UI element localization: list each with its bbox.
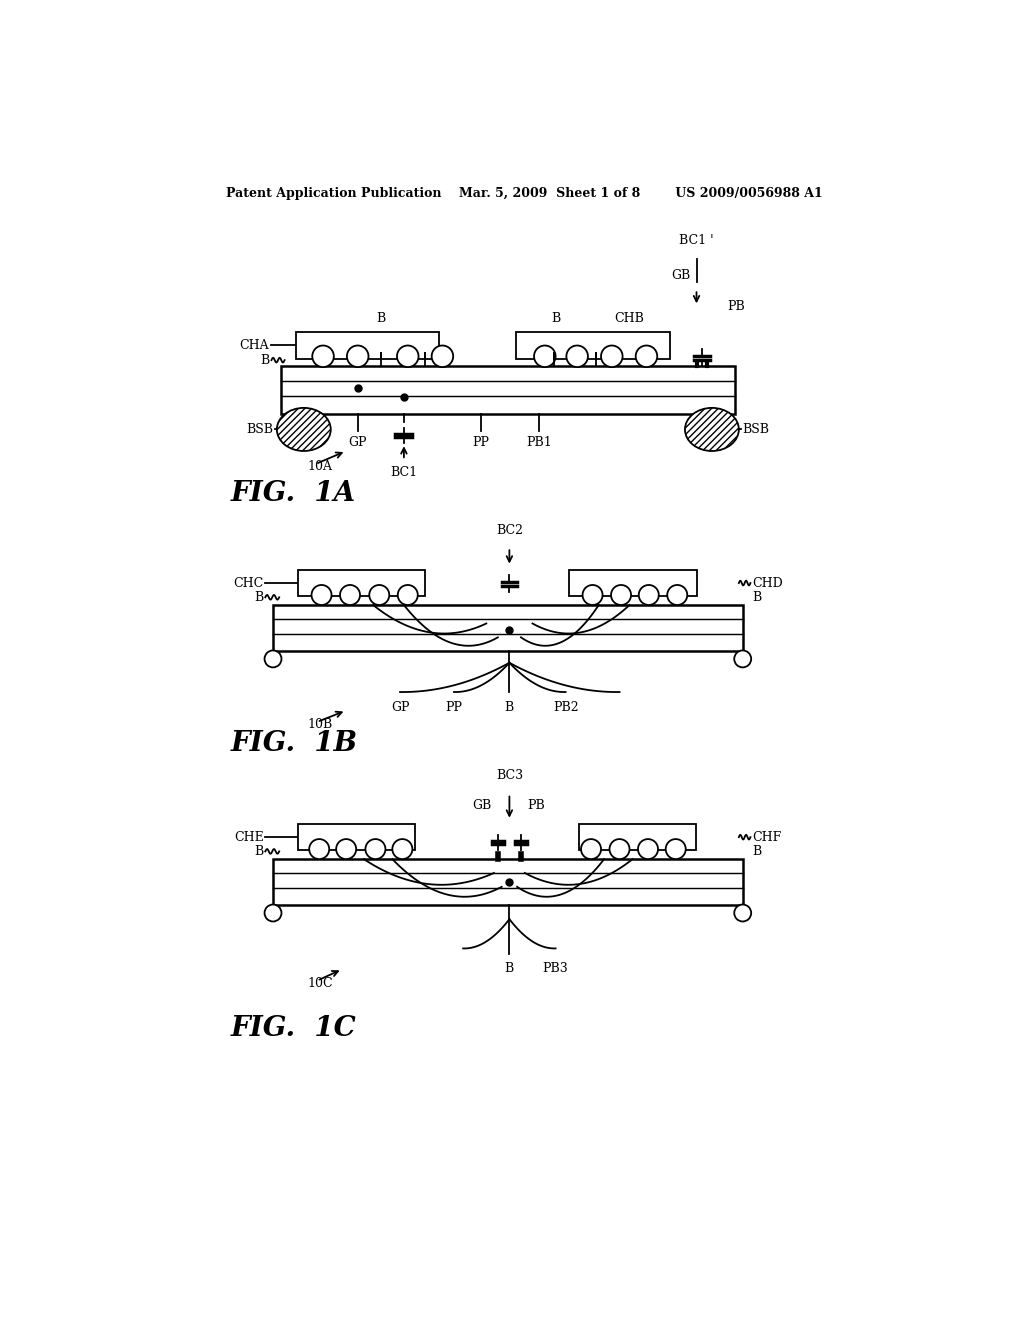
Circle shape <box>535 346 556 367</box>
Text: CHB: CHB <box>614 313 644 326</box>
Text: B: B <box>505 961 514 974</box>
Circle shape <box>734 651 752 668</box>
Circle shape <box>609 840 630 859</box>
Text: B: B <box>752 845 761 858</box>
Text: 10B: 10B <box>307 718 333 731</box>
Circle shape <box>264 651 282 668</box>
Text: B: B <box>376 313 385 326</box>
Text: PB3: PB3 <box>543 961 568 974</box>
Text: FIG.  1C: FIG. 1C <box>230 1015 356 1041</box>
Bar <box>273 605 742 651</box>
Text: CHF: CHF <box>752 830 781 843</box>
Text: PP: PP <box>445 701 463 714</box>
Text: B: B <box>505 701 514 714</box>
Circle shape <box>639 585 658 605</box>
Text: GB: GB <box>472 799 492 812</box>
Circle shape <box>638 840 658 859</box>
Text: Patent Application Publication    Mar. 5, 2009  Sheet 1 of 8        US 2009/0056: Patent Application Publication Mar. 5, 2… <box>226 186 823 199</box>
Circle shape <box>734 904 752 921</box>
Bar <box>273 859 742 906</box>
Text: B: B <box>260 354 269 367</box>
Text: BSB: BSB <box>246 422 273 436</box>
Circle shape <box>581 840 601 859</box>
Bar <box>298 570 425 595</box>
Text: 10A: 10A <box>307 459 333 473</box>
Circle shape <box>347 346 369 367</box>
Text: PB2: PB2 <box>553 701 579 714</box>
Text: BC1: BC1 <box>390 466 418 479</box>
Text: PP: PP <box>472 436 489 449</box>
Bar <box>296 331 438 359</box>
Text: GB: GB <box>672 268 691 281</box>
Circle shape <box>566 346 588 367</box>
Circle shape <box>392 840 413 859</box>
Circle shape <box>340 585 360 605</box>
Circle shape <box>583 585 602 605</box>
Circle shape <box>611 585 631 605</box>
Circle shape <box>397 585 418 605</box>
Circle shape <box>601 346 623 367</box>
Circle shape <box>666 840 686 859</box>
Text: BSB: BSB <box>742 422 770 436</box>
Text: CHE: CHE <box>234 830 264 843</box>
Text: CHA: CHA <box>240 339 269 351</box>
Text: PB: PB <box>527 799 545 812</box>
Circle shape <box>636 346 657 367</box>
Text: BC3: BC3 <box>496 770 523 781</box>
Circle shape <box>668 585 687 605</box>
Circle shape <box>366 840 385 859</box>
Text: BC1 ': BC1 ' <box>679 234 714 247</box>
Circle shape <box>397 346 419 367</box>
Text: GP: GP <box>348 436 367 449</box>
Circle shape <box>311 585 332 605</box>
Circle shape <box>309 840 330 859</box>
Text: GP: GP <box>391 701 410 714</box>
Text: PB: PB <box>727 300 745 313</box>
Circle shape <box>264 904 282 921</box>
Text: FIG.  1A: FIG. 1A <box>230 480 355 507</box>
Text: B: B <box>551 313 560 326</box>
Bar <box>515 331 670 359</box>
Bar <box>579 825 695 850</box>
Ellipse shape <box>685 408 739 451</box>
Text: B: B <box>255 845 264 858</box>
Text: CHC: CHC <box>233 577 264 590</box>
Text: B: B <box>752 591 761 603</box>
Text: B: B <box>255 591 264 603</box>
Text: CHD: CHD <box>752 577 782 590</box>
Circle shape <box>370 585 389 605</box>
Text: FIG.  1B: FIG. 1B <box>230 730 357 758</box>
Text: BC2: BC2 <box>496 524 523 537</box>
Bar <box>569 570 696 595</box>
Text: PB1: PB1 <box>525 436 552 449</box>
Circle shape <box>312 346 334 367</box>
Bar <box>298 825 416 850</box>
Bar <box>281 367 735 414</box>
Ellipse shape <box>276 408 331 451</box>
Text: 10C: 10C <box>307 977 333 990</box>
Circle shape <box>432 346 454 367</box>
Circle shape <box>336 840 356 859</box>
